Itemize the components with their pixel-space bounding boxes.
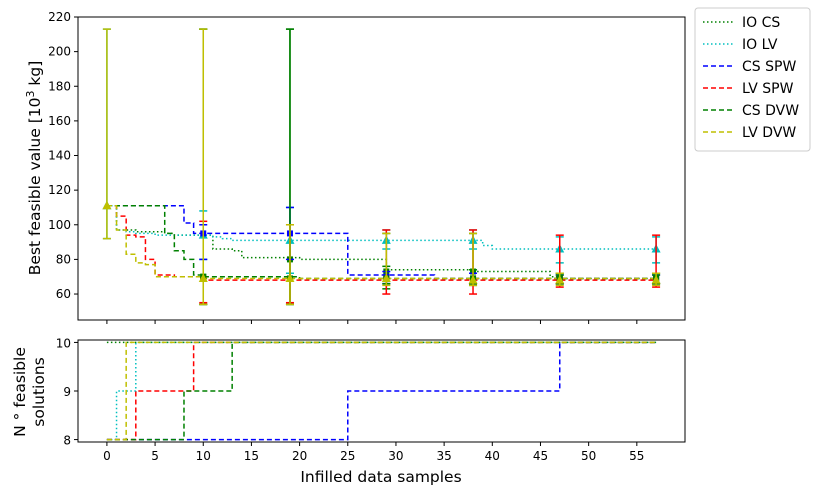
bottom-x-ticks: 0 5 10 15 20 25 30 35 40 45 50 55 — [103, 442, 644, 463]
marker-lv-dvw — [285, 273, 295, 282]
bottom-y-tick-label: 9 — [63, 385, 71, 399]
series-line-cs-dvw — [106, 204, 657, 280]
top-y-ticks: 60 80 100 120 140 160 180 200 220 — [48, 10, 78, 301]
bottom-series-line-cs-dvw — [106, 341, 657, 441]
marker-lv-dvw — [468, 275, 478, 284]
bottom-x-tick-label: 0 — [103, 449, 111, 463]
bottom-x-tick-label: 25 — [340, 449, 355, 463]
top-y-axis-label-sup: 3 — [24, 91, 37, 98]
errorbar-lv-dvw — [285, 224, 294, 306]
series-line-lv-dvw — [106, 204, 657, 280]
bottom-y-tick-label: 10 — [56, 336, 71, 350]
legend: IO CS IO LV CS SPW LV SPW CS DVW LV DVW — [694, 7, 811, 152]
bottom-x-tick-label: 50 — [581, 449, 596, 463]
top-y-tick-label: 100 — [48, 218, 71, 232]
marker-lv-dvw — [555, 275, 565, 284]
series-line-cs-spw — [106, 204, 657, 280]
bottom-series-layer — [106, 341, 657, 441]
top-y-tick-label: 80 — [56, 252, 71, 266]
legend-entry-lv-spw: LV SPW — [703, 81, 794, 97]
legend-entry-io-lv: IO LV — [703, 37, 778, 53]
legend-entries: IO CS IO LV CS SPW LV SPW CS DVW LV DVW — [703, 15, 799, 141]
legend-label: CS DVW — [742, 103, 799, 119]
top-y-axis-label: Best feasible value [103 kg] — [24, 61, 44, 276]
bottom-y-axis-label-line1: N ° feasible — [11, 347, 29, 437]
top-y-tick-label: 160 — [48, 114, 71, 128]
bottom-x-tick-label: 5 — [151, 449, 159, 463]
marker-lv-dvw — [651, 275, 661, 284]
bottom-x-tick-label: 45 — [533, 449, 548, 463]
x-axis-label: Infilled data samples — [300, 468, 461, 486]
bottom-y-ticks: 8 9 10 — [56, 336, 78, 448]
series-line-lv-spw — [106, 204, 657, 281]
bottom-y-tick-label: 8 — [63, 434, 71, 448]
top-axes-frame — [77, 16, 686, 321]
bottom-x-tick-label: 30 — [388, 449, 403, 463]
top-errorbar-layer — [102, 28, 661, 306]
legend-label: CS SPW — [742, 59, 796, 75]
legend-entry-cs-spw: CS SPW — [703, 59, 796, 75]
top-x-ticks — [106, 320, 638, 324]
top-series-layer — [106, 204, 657, 281]
marker-lv-dvw — [102, 200, 112, 210]
marker-lv-dvw — [198, 273, 208, 282]
bottom-series-line-lv-dvw — [106, 341, 657, 441]
legend-label: LV DVW — [742, 125, 796, 141]
bottom-x-tick-label: 40 — [485, 449, 500, 463]
legend-entry-lv-dvw: LV DVW — [703, 125, 796, 141]
top-y-tick-label: 200 — [48, 45, 71, 59]
errorbar-lv-dvw — [199, 28, 208, 306]
legend-label: IO CS — [742, 15, 780, 31]
top-y-tick-label: 120 — [48, 183, 71, 197]
legend-entry-io-cs: IO CS — [703, 15, 780, 31]
legend-entry-cs-dvw: CS DVW — [703, 103, 799, 119]
bottom-y-axis-label-line2: solutions — [30, 357, 48, 426]
bottom-x-tick-label: 10 — [196, 449, 211, 463]
bottom-x-tick-label: 55 — [629, 449, 644, 463]
legend-label: LV SPW — [742, 81, 794, 97]
top-panel: 60 80 100 120 140 160 180 200 220 Best feasible … — [24, 10, 686, 324]
legend-label: IO LV — [742, 37, 778, 53]
top-y-tick-label: 60 — [56, 287, 71, 301]
bottom-x-tick-label: 15 — [244, 449, 259, 463]
bottom-x-tick-label: 35 — [436, 449, 451, 463]
marker-lv-dvw — [381, 273, 391, 282]
bottom-series-line-cs-spw — [106, 341, 657, 441]
bottom-x-tick-label: 20 — [292, 449, 307, 463]
series-line-io-lv — [106, 204, 657, 250]
top-y-tick-label: 220 — [48, 10, 71, 24]
top-y-tick-label: 140 — [48, 149, 71, 163]
bottom-panel: 8 9 10 0 5 10 15 20 25 30 35 40 45 50 55 N ° feasible… — [11, 336, 686, 486]
top-y-tick-label: 180 — [48, 79, 71, 93]
series-line-io-cs — [106, 204, 657, 280]
